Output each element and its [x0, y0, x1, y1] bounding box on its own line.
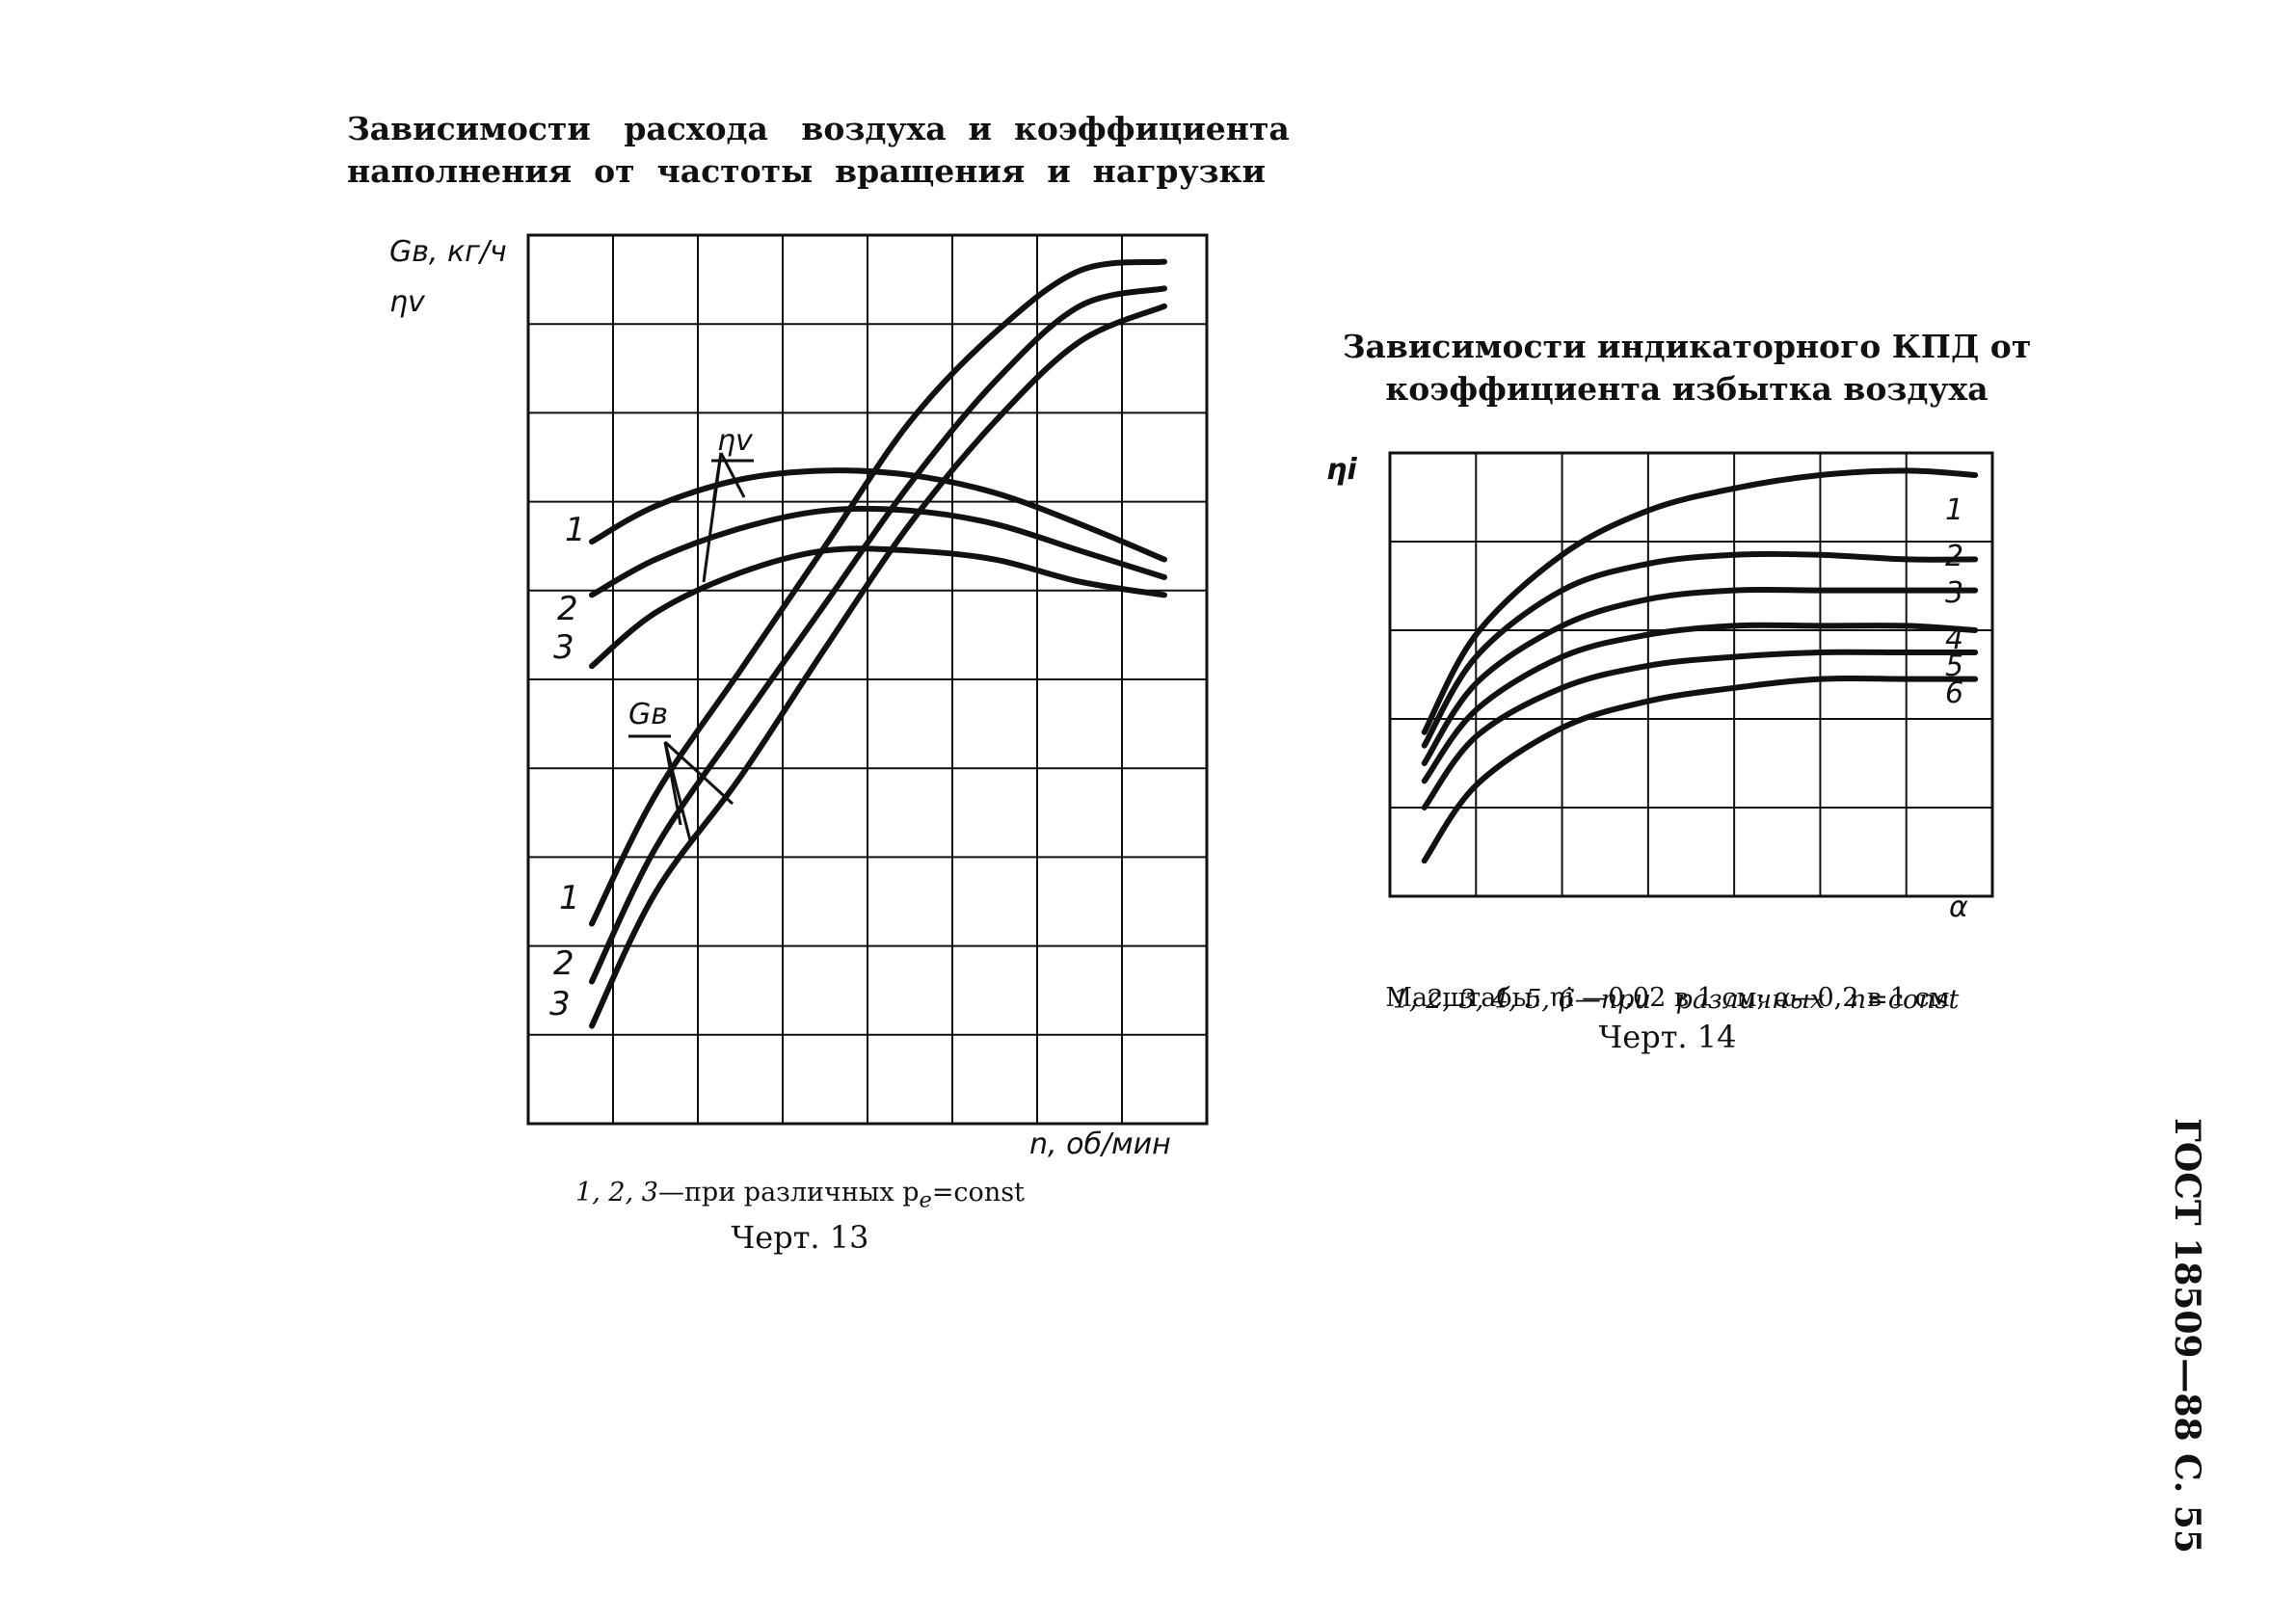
chart13-leader-line: [663, 741, 682, 826]
chart13-eta-num-2: 2: [557, 590, 578, 628]
chart13-gb-annotation: Gв: [628, 698, 668, 731]
chart14-xlabel: α: [1949, 890, 1968, 924]
chart13-title-line1: Зависимости расхода воздуха и коэффициен…: [347, 110, 1290, 147]
chart13-fig-label: Черт. 13: [731, 1219, 869, 1256]
chart14-frame: [1388, 451, 1994, 898]
chart14-series-6: [1421, 675, 1979, 864]
chart14-caption-text: —при различных n=const: [1574, 985, 1960, 1015]
chart14-num-4: 4: [1945, 623, 1964, 656]
chart14-num-6: 6: [1945, 677, 1964, 710]
chart14-series-4: [1421, 622, 1979, 784]
chart13-caption: 1, 2, 3—при различных pe=const: [501, 1178, 1099, 1215]
chart14-series-2: [1421, 550, 1979, 749]
chart14-num-3: 3: [1945, 576, 1964, 610]
chart13-series-4: [589, 258, 1167, 927]
chart14-caption-line1: 1, 2, 3, 4, 5, 6—при различных n=const: [1330, 954, 2005, 1016]
chart13-eta-num-3: 3: [553, 628, 574, 667]
chart13-leader-line: [663, 740, 734, 806]
chart13: [526, 233, 1209, 1126]
chart14-num-5: 5: [1945, 650, 1964, 683]
chart13-leader-line: [702, 452, 723, 583]
chart14-caption-prefix: 1, 2, 3, 4, 5, 6: [1392, 985, 1575, 1015]
chart14-title-line2: коэффициента избытка воздуха: [1385, 370, 1989, 408]
page-marker: ГОСТ 18509—88 С. 55: [2167, 1118, 2207, 1553]
chart14-num-1: 1: [1945, 493, 1964, 527]
chart13-title-line2: наполнения от частоты вращения и нагрузк…: [347, 152, 1266, 190]
chart13-eta-annotation: ηv: [717, 424, 753, 458]
chart13-caption-text: —при различных p: [657, 1178, 920, 1208]
chart13-xlabel: n, об/мин: [1029, 1128, 1171, 1161]
chart13-series-5: [589, 285, 1167, 985]
chart14-title: Зависимости индикаторного КПД от коэффиц…: [1340, 326, 2034, 411]
chart13-ylabel-gb: Gв, кг/ч: [389, 235, 507, 269]
chart13-title: Зависимости расхода воздуха и коэффициен…: [347, 108, 1290, 193]
chart14-caption-line2: Масштабы: ηi —0,02 в 1 см; α—0,2 в 1 см: [1385, 983, 1950, 1013]
chart13-eta-num-1: 1: [565, 511, 586, 549]
chart13-gb-num-3: 3: [549, 985, 571, 1023]
chart14-num-2: 2: [1945, 540, 1964, 573]
chart13-gb-num-1: 1: [559, 879, 580, 917]
chart13-gb-num-2: 2: [553, 944, 574, 983]
chart14-series-3: [1421, 586, 1979, 766]
figures-canvas: [526, 233, 1994, 1126]
chart13-series-6: [589, 303, 1167, 1029]
chart14-fig-label: Черт. 14: [1598, 1019, 1737, 1055]
chart14-ylabel: ηi: [1326, 453, 1357, 487]
chart13-series-3: [589, 545, 1167, 670]
chart13-caption-prefix: 1, 2, 3: [575, 1178, 658, 1208]
chart13-ylabel-eta: ηv: [389, 285, 425, 319]
chart13-caption-sub: e: [919, 1187, 932, 1213]
chart13-series-2: [589, 505, 1167, 598]
chart14-title-line1: Зависимости индикаторного КПД от: [1342, 328, 2032, 365]
chart14-series-5: [1421, 649, 1979, 810]
chart14-series-1: [1421, 467, 1979, 735]
chart13-caption-suffix: =const: [931, 1178, 1025, 1208]
chart14: [1388, 451, 1994, 898]
